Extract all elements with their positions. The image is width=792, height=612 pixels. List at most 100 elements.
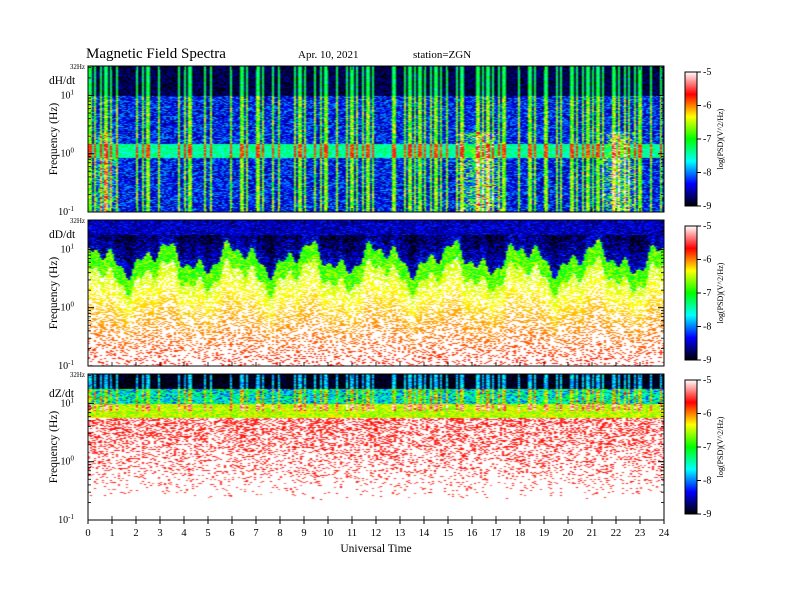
- y-tick-base: 10: [61, 244, 71, 255]
- colorbar-tick-label: -9: [703, 509, 711, 520]
- y-tick-exponent: 1: [71, 242, 75, 250]
- x-tick-label: 13: [395, 528, 406, 539]
- x-tick-label: 6: [229, 528, 234, 539]
- x-tick-label: 21: [587, 528, 598, 539]
- colorbar-scale: [684, 71, 698, 207]
- y-tick-exponent: 1: [71, 396, 75, 404]
- x-tick-label: 16: [467, 528, 478, 539]
- panel-name-dd-dt: dD/dt: [49, 229, 76, 241]
- y-tick-label: 10-1: [58, 359, 74, 372]
- y-tick-base: 10: [61, 90, 71, 101]
- panel-name-dh-dt: dH/dt: [49, 75, 76, 87]
- x-tick-label: 8: [277, 528, 282, 539]
- colorbar-tick-label: -6: [703, 255, 711, 266]
- y-tick-label: 10-1: [58, 513, 74, 526]
- colorbar-tick-label: -6: [703, 101, 711, 112]
- y-tick-exponent: 0: [71, 301, 75, 309]
- x-tick-label: 1: [109, 528, 114, 539]
- y-tick-exponent: -1: [68, 513, 74, 521]
- y-tick-label: 101: [61, 242, 75, 255]
- y-tick-label: 101: [61, 396, 75, 409]
- colorbar-tick-label: -7: [703, 134, 711, 145]
- y-tick-base: 10: [58, 515, 68, 526]
- x-tick-label: 18: [515, 528, 526, 539]
- colorbar-tick-label: -5: [703, 375, 711, 386]
- x-axis-label: Universal Time: [340, 543, 411, 555]
- x-tick-label: 0: [85, 528, 90, 539]
- ylabel-dz-dt: Frequency (Hz): [48, 411, 60, 484]
- colorbar-label: log(PSD)(V^2/Hz): [716, 108, 725, 169]
- colorbar-tick-label: -9: [703, 201, 711, 212]
- y-tick-exponent: -1: [68, 205, 74, 213]
- y-tick-base: 10: [61, 398, 71, 409]
- y-tick-exponent: 0: [71, 147, 75, 155]
- colorbar-tick-label: -5: [703, 67, 711, 78]
- colorbar-tick-label: -9: [703, 355, 711, 366]
- y-top-label-dz-dt: 32Hz: [70, 371, 85, 379]
- spectrogram-dh-dt: [88, 66, 664, 212]
- panel-name-dz-dt: dZ/dt: [49, 388, 75, 400]
- colorbar-label: log(PSD)(V^2/Hz): [716, 262, 725, 323]
- y-tick-base: 10: [58, 207, 68, 218]
- x-tick-label: 5: [205, 528, 210, 539]
- colorbar-tick-label: -8: [703, 322, 711, 333]
- x-tick-label: 19: [539, 528, 550, 539]
- colorbar-scale: [684, 225, 698, 361]
- x-tick-label: 20: [563, 528, 574, 539]
- y-tick-base: 10: [61, 303, 71, 314]
- y-tick-base: 10: [61, 149, 71, 160]
- x-tick-label: 9: [301, 528, 306, 539]
- x-tick-label: 22: [611, 528, 622, 539]
- colorbar-dd-dt: -5 -6 -7 -8 -9 log(PSD)(V^2/Hz): [684, 221, 725, 366]
- x-tick-label: 3: [157, 528, 162, 539]
- y-top-label-dh-dt: 32Hz: [70, 63, 85, 71]
- y-tick-exponent: 0: [71, 455, 75, 463]
- x-tick-label: 24: [659, 528, 670, 539]
- y-tick-label: 100: [61, 301, 75, 314]
- date-label: Apr. 10, 2021: [298, 49, 359, 61]
- y-top-label-dd-dt: 32Hz: [70, 217, 85, 225]
- y-tick-label: 100: [61, 455, 75, 468]
- x-tick-label: 2: [133, 528, 138, 539]
- colorbar-label: log(PSD)(V^2/Hz): [716, 416, 725, 477]
- colorbar-tick-label: -7: [703, 442, 711, 453]
- x-tick-label: 7: [253, 528, 258, 539]
- y-tick-label: 10-1: [58, 205, 74, 218]
- x-tick-label: 10: [323, 528, 334, 539]
- x-tick-label: 12: [371, 528, 382, 539]
- spectrogram-dd-dt: [88, 220, 664, 366]
- y-tick-label: 100: [61, 147, 75, 160]
- figure-title: Magnetic Field Spectra: [86, 46, 226, 62]
- y-tick-exponent: -1: [68, 359, 74, 367]
- y-tick-base: 10: [61, 457, 71, 468]
- ylabel-dh-dt: Frequency (Hz): [48, 103, 60, 176]
- colorbar-tick-label: -7: [703, 288, 711, 299]
- x-tick-label: 14: [419, 528, 430, 539]
- colorbar-dh-dt: -5 -6 -7 -8 -9 log(PSD)(V^2/Hz): [684, 67, 725, 212]
- spectrogram-dz-dt: [88, 374, 664, 520]
- y-tick-label: 101: [61, 88, 75, 101]
- colorbar-dz-dt: -5 -6 -7 -8 -9 log(PSD)(V^2/Hz): [684, 375, 725, 520]
- colorbar-tick-label: -8: [703, 476, 711, 487]
- x-tick-label: 4: [181, 528, 187, 539]
- y-tick-base: 10: [58, 361, 68, 372]
- colorbar-tick-label: -8: [703, 168, 711, 179]
- x-tick-label: 23: [635, 528, 646, 539]
- colorbar-tick-label: -6: [703, 409, 711, 420]
- x-axis: 0 1 2 3 4 5 6 7 8 9 10 11 12 13 14 15 16 17 18 19 20 21 22 23 24: [85, 520, 670, 539]
- colorbar-tick-label: -5: [703, 221, 711, 232]
- ylabel-dd-dt: Frequency (Hz): [48, 257, 60, 330]
- station-label: station=ZGN: [413, 49, 471, 61]
- x-tick-label: 11: [347, 528, 357, 539]
- y-tick-exponent: 1: [71, 88, 75, 96]
- x-tick-label: 15: [443, 528, 454, 539]
- colorbar-scale: [684, 379, 698, 515]
- x-tick-label: 17: [491, 528, 502, 539]
